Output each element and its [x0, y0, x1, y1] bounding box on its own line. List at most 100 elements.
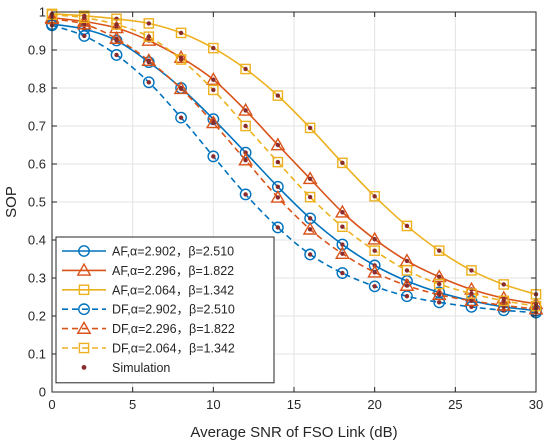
- y-tick-label: 0.6: [28, 157, 46, 172]
- data-point: [76, 16, 92, 30]
- simulation-point: [178, 86, 184, 91]
- x-tick-label: 20: [367, 397, 381, 412]
- legend-marker: [78, 284, 90, 296]
- data-point: [240, 63, 251, 75]
- data-point: [205, 72, 221, 85]
- simulation-point: [469, 268, 474, 273]
- simulation-point: [211, 45, 216, 51]
- simulation-point: [307, 252, 313, 257]
- series-line: [51, 18, 537, 310]
- simulation-point: [372, 270, 377, 275]
- simulation-point: [146, 58, 151, 63]
- simulation-point: [146, 21, 151, 26]
- simulation-point: [82, 21, 87, 27]
- simulation-point: [340, 210, 345, 215]
- legend-item: AF,α=2.064，β=1.342: [62, 283, 234, 297]
- simulation-point: [307, 216, 313, 221]
- series-line: [51, 23, 537, 312]
- simulation-point: [114, 36, 119, 41]
- legend-label: DF,α=2.064，β=1.342: [112, 342, 235, 356]
- simulation-point: [275, 184, 281, 189]
- data-point: [271, 221, 284, 234]
- data-point: [466, 265, 477, 276]
- data-point: [334, 246, 350, 260]
- simulation-point: [340, 160, 345, 166]
- y-tick-label: 0: [39, 385, 46, 400]
- data-point: [369, 245, 380, 256]
- data-point: [175, 27, 187, 39]
- legend-item: AF,α=2.902，β=2.510: [62, 245, 234, 259]
- tick-layer: 0 5 10 15 20 25 30 0 0.1 0.2 0.3 0.4 0.5 0.6 0.7 0.8 0.9…: [28, 5, 543, 413]
- data-point: [175, 111, 187, 124]
- series-5: [46, 9, 542, 312]
- data-point: [78, 12, 90, 23]
- data-point: [431, 269, 447, 283]
- data-point: [367, 231, 383, 245]
- simulation-point: [437, 281, 442, 287]
- data-point: [304, 191, 316, 203]
- simulation-point: [243, 123, 248, 129]
- legend-item: DF,α=2.064，β=1.342: [62, 342, 235, 356]
- simulation-point: [307, 176, 313, 182]
- simulation-point: [437, 292, 442, 297]
- data-point: [208, 42, 219, 54]
- data-point: [141, 53, 157, 66]
- simulation-point: [372, 284, 377, 289]
- series-3: [46, 19, 542, 319]
- simulation-point: [404, 283, 410, 288]
- simulation-point: [275, 159, 281, 165]
- simulation-point: [501, 298, 506, 303]
- simulation-point: [404, 268, 410, 273]
- x-axis-title: Average SNR of FSO Link (dB): [190, 424, 397, 441]
- simulation-point: [211, 87, 216, 93]
- simulation-point: [243, 158, 248, 163]
- simulation-point: [501, 282, 506, 287]
- simulation-point: [114, 22, 119, 27]
- simulation-point: [469, 298, 474, 303]
- series-line: [51, 24, 537, 314]
- simulation-point: [211, 120, 216, 126]
- simulation-point: [178, 30, 184, 36]
- legend-label: DF,α=2.902，β=2.510: [112, 303, 235, 317]
- legend: AF,α=2.902，β=2.510 AF,α=2.296，β=1.822 AF,α…: [55, 236, 275, 384]
- data-point: [433, 245, 445, 256]
- simulation-point: [275, 142, 281, 148]
- simulation-point: [211, 77, 216, 82]
- simulation-point: [437, 274, 442, 280]
- series-line: [51, 13, 537, 296]
- simulation-point: [404, 223, 410, 229]
- data-point: [240, 120, 251, 132]
- simulation-point: [82, 33, 87, 39]
- simulation-point: [340, 270, 345, 276]
- x-tick-label: 10: [206, 397, 220, 412]
- x-tick-label: 0: [48, 397, 55, 412]
- simulation-point: [275, 195, 281, 200]
- legend-item: DF,α=2.902，β=2.510: [62, 303, 235, 317]
- simulation-point: [275, 225, 281, 230]
- data-point: [401, 220, 413, 232]
- simulation-point: [114, 52, 119, 58]
- legend-label: DF,α=2.296，β=1.822: [112, 322, 235, 336]
- simulation-point: [404, 294, 410, 299]
- data-point: [464, 293, 479, 307]
- data-point: [401, 265, 413, 276]
- legend-marker: [78, 303, 90, 316]
- series-4: [44, 11, 544, 315]
- data-point: [143, 18, 155, 29]
- series-line: [51, 13, 537, 307]
- data-point: [433, 278, 445, 290]
- data-point: [272, 156, 284, 168]
- data-point: [175, 54, 187, 65]
- simulation-point: [146, 34, 151, 39]
- simulation-point: [211, 154, 216, 159]
- simulation-point: [82, 15, 87, 20]
- y-tick-label: 0.8: [28, 81, 46, 96]
- data-point: [368, 280, 381, 293]
- x-tick-label: 30: [529, 397, 543, 412]
- simulation-point: [178, 57, 184, 62]
- data-point: [498, 295, 510, 307]
- y-axis-title: SOP: [3, 186, 20, 218]
- data-point: [270, 189, 286, 203]
- data-point: [304, 248, 317, 261]
